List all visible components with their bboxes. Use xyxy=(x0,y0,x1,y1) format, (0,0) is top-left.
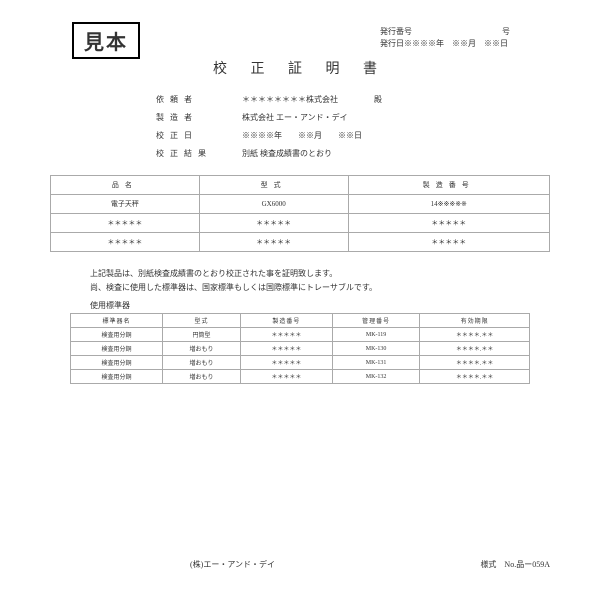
standards-table: 標準器名 型式 製造番号 管理番号 有効期限 検査用分銅円筒型＊＊＊＊＊MK-1… xyxy=(70,313,530,384)
cal-date-label: 校 正 日 xyxy=(156,130,212,141)
table-cell: ＊＊＊＊.＊＊ xyxy=(420,370,530,384)
ptable-h2: 製造番号 xyxy=(348,176,549,195)
table-cell: MK-119 xyxy=(332,328,419,342)
table-cell: 14※※※※※ xyxy=(348,195,549,214)
client-label: 依 頼 者 xyxy=(156,94,212,105)
table-cell: ＊＊＊＊＊ xyxy=(240,370,332,384)
issue-number-suffix: 号 xyxy=(502,26,510,38)
table-cell: 円筒型 xyxy=(163,328,241,342)
table-cell: ＊＊＊＊＊ xyxy=(240,356,332,370)
table-cell: ＊＊＊＊＊ xyxy=(51,233,200,252)
sample-stamp: 見本 xyxy=(72,22,140,59)
stable-h2: 製造番号 xyxy=(240,314,332,328)
result-value: 別紙 検査成績書のとおり xyxy=(242,148,332,159)
table-cell: MK-131 xyxy=(332,356,419,370)
table-cell: MK-130 xyxy=(332,342,419,356)
footer-company: (株)エー・アンド・デイ xyxy=(190,559,275,570)
table-cell: 検査用分銅 xyxy=(71,342,163,356)
table-cell: ＊＊＊＊.＊＊ xyxy=(420,328,530,342)
issue-date-value: ※※※※年 ※※月 ※※日 xyxy=(404,38,508,50)
table-cell: 電子天秤 xyxy=(51,195,200,214)
client-suffix: 殿 xyxy=(374,94,382,105)
table-cell: GX6000 xyxy=(199,195,348,214)
table-cell: ＊＊＊＊＊ xyxy=(240,342,332,356)
issue-date-label: 発行日 xyxy=(380,38,404,50)
client-value: ＊＊＊＊＊＊＊＊株式会社 xyxy=(242,94,338,105)
note-2: 尚、検査に使用した標準器は、国家標準もしくは国際標準にトレーサブルです。 xyxy=(90,282,550,294)
result-label: 校 正 結 果 xyxy=(156,148,212,159)
ptable-h1: 型式 xyxy=(199,176,348,195)
footer: (株)エー・アンド・デイ 様式 No.品ー059A xyxy=(50,559,550,570)
maker-label: 製 造 者 xyxy=(156,112,212,123)
issue-info: 発行番号 号 発行日 ※※※※年 ※※月 ※※日 xyxy=(380,26,510,50)
table-cell: ＊＊＊＊＊ xyxy=(348,214,549,233)
table-cell: ＊＊＊＊＊ xyxy=(199,233,348,252)
table-cell: ＊＊＊＊＊ xyxy=(348,233,549,252)
std-label: 使用標準器 xyxy=(90,300,550,311)
table-cell: 増おもり xyxy=(163,356,241,370)
table-cell: 検査用分銅 xyxy=(71,328,163,342)
stable-h3: 管理番号 xyxy=(332,314,419,328)
table-cell: 検査用分銅 xyxy=(71,370,163,384)
stable-h4: 有効期限 xyxy=(420,314,530,328)
table-cell: ＊＊＊＊.＊＊ xyxy=(420,356,530,370)
maker-value: 株式会社 エー・アンド・デイ xyxy=(242,112,348,123)
table-cell: ＊＊＊＊＊ xyxy=(240,328,332,342)
product-table: 品名 型式 製造番号 電子天秤GX600014※※※※※＊＊＊＊＊＊＊＊＊＊＊＊… xyxy=(50,175,550,252)
info-block: 依 頼 者 ＊＊＊＊＊＊＊＊株式会社 殿 製 造 者 株式会社 エー・アンド・デ… xyxy=(156,94,550,159)
table-cell: ＊＊＊＊＊ xyxy=(51,214,200,233)
table-cell: 増おもり xyxy=(163,370,241,384)
stable-h1: 型式 xyxy=(163,314,241,328)
note-1: 上記製品は、別紙検査成績書のとおり校正された事を証明致します。 xyxy=(90,268,550,280)
table-cell: MK-132 xyxy=(332,370,419,384)
table-cell: 検査用分銅 xyxy=(71,356,163,370)
table-cell: ＊＊＊＊＊ xyxy=(199,214,348,233)
footer-form: 様式 No.品ー059A xyxy=(480,559,550,570)
document-title: 校 正 証 明 書 xyxy=(50,58,550,78)
ptable-h0: 品名 xyxy=(51,176,200,195)
stable-h0: 標準器名 xyxy=(71,314,163,328)
table-cell: 増おもり xyxy=(163,342,241,356)
cal-date-value: ※※※※年 ※※月 ※※日 xyxy=(242,130,362,141)
table-cell: ＊＊＊＊.＊＊ xyxy=(420,342,530,356)
issue-number-label: 発行番号 xyxy=(380,26,412,38)
